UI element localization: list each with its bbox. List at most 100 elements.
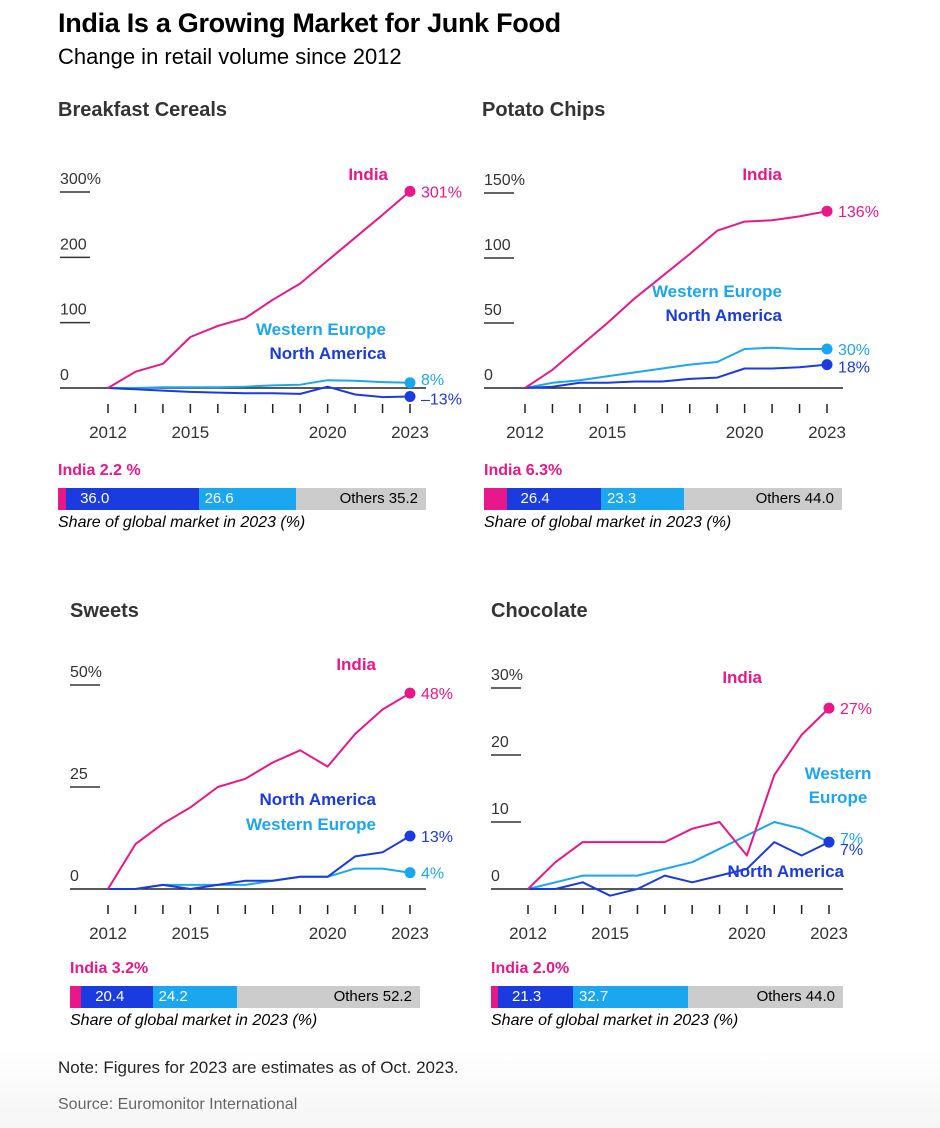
breakfast-cereals-share-india — [58, 488, 67, 510]
note: Note: Figures for 2023 are estimates as … — [58, 1058, 459, 1077]
potato-chips-share-caption: Share of global market in 2023 (%) — [484, 514, 732, 531]
chocolate-title: Chocolate — [491, 600, 588, 622]
potato-chips-x-tick-label: 2020 — [726, 423, 764, 442]
page-title: India Is a Growing Market for Junk Food — [58, 8, 561, 38]
breakfast-cereals-y-tick-label: 200 — [60, 236, 87, 253]
potato-chips-share-north-america: 26.4 — [506, 488, 602, 510]
sweets-y-tick-label: 50% — [70, 664, 102, 681]
page-subtitle: Change in retail volume since 2012 — [58, 44, 402, 69]
sweets-share-bar: 20.4 24.2 Others 52.2 — [70, 986, 420, 1008]
breakfast-cereals-share-western-europe: 26.6 — [198, 488, 297, 510]
breakfast-cereals-share-north-america: 36.0 — [66, 488, 199, 510]
potato-chips-chart: 0 50 100 150% 2012 2015 2020 2023 30%18% 136% Indi… — [484, 165, 879, 442]
potato-chips-y-tick-label: 100 — [484, 237, 511, 254]
chocolate-share-others: Others 44.0 — [688, 986, 843, 1008]
breakfast-cereals-y-tick-label: 300% — [60, 171, 101, 188]
potato-chips-india-line — [524, 210, 828, 389]
chocolate-y-tick-label: 10 — [491, 801, 509, 818]
breakfast-cereals-y-tick-label: 0 — [60, 367, 69, 384]
chocolate-x-tick-label: 2020 — [728, 924, 766, 943]
potato-chips-y-tick-label: 0 — [484, 367, 493, 384]
sweets-chart: 0 25 50% 2012 2015 2020 2023 4% 13% 48% India North… — [70, 655, 453, 943]
potato-chips-y-tick-label: 150% — [484, 172, 525, 189]
sweets-north-america-end-point — [404, 830, 416, 842]
chocolate-x-tick-label: 2015 — [591, 924, 629, 943]
sweets-share-north-america: 20.4 — [81, 986, 153, 1008]
breakfast-cereals-y-tick-label: 100 — [60, 302, 87, 319]
breakfast-cereals-india-share-label: India 2.2 % — [58, 462, 141, 479]
breakfast-cereals-western-europe-end-point — [404, 377, 416, 389]
potato-chips-x-tick-label: 2023 — [808, 423, 846, 442]
chocolate-share-india — [491, 986, 499, 1008]
chocolate-western-europe-line — [527, 821, 830, 890]
chocolate-north-america-line — [528, 841, 830, 897]
chocolate-western-europe-series-label: Western — [805, 764, 872, 783]
potato-chips-y-tick-label: 50 — [484, 302, 502, 319]
breakfast-cereals-india-end-point — [404, 185, 416, 197]
breakfast-cereals-india-line — [107, 190, 411, 389]
breakfast-cereals-india-series-label: India — [348, 165, 388, 184]
sweets-share-caption: Share of global market in 2023 (%) — [70, 1012, 318, 1029]
sweets-india-line — [107, 692, 411, 890]
breakfast-cereals-title: Breakfast Cereals — [58, 99, 227, 121]
chocolate-share-bar: 21.3 32.7 Others 44.0 — [491, 986, 843, 1008]
sweets-western-europe-end-label: 4% — [421, 866, 444, 883]
sweets-x-tick-label: 2020 — [309, 924, 347, 943]
chocolate-y-tick-label: 30% — [491, 667, 523, 684]
potato-chips-share-india — [484, 488, 507, 510]
sweets-share-india — [70, 986, 82, 1008]
source: Source: Euromonitor International — [58, 1096, 298, 1113]
potato-chips-india-end-label: 136% — [838, 204, 879, 221]
breakfast-cereals-share-caption: Share of global market in 2023 (%) — [58, 514, 306, 531]
potato-chips-title: Potato Chips — [482, 99, 606, 121]
chocolate-north-america-series-label: North America — [727, 862, 844, 881]
chocolate-x-tick-label: 2012 — [509, 924, 547, 943]
chocolate-chart: 0 10 20 30% 2012 2015 2020 2023 7%7% 27% India West… — [491, 667, 872, 943]
sweets-india-series-label: India — [336, 655, 376, 674]
chocolate-share-western-europe: 32.7 — [573, 986, 689, 1008]
sweets-x-tick-label: 2012 — [89, 924, 127, 943]
potato-chips-western-europe-end-label: 30% — [838, 342, 870, 359]
potato-chips-north-america-end-point — [821, 359, 833, 371]
breakfast-cereals-north-america-end-point — [404, 390, 416, 402]
chocolate-western-europe-series-label: Europe — [809, 788, 868, 807]
potato-chips-india-share-label: India 6.3% — [484, 462, 563, 479]
potato-chips-western-europe-series-label: Western Europe — [652, 282, 782, 301]
breakfast-cereals-share-bar: 36.0 26.6 Others 35.2 — [58, 488, 426, 510]
breakfast-cereals-share-others: Others 35.2 — [296, 488, 426, 510]
potato-chips-x-tick-label: 2015 — [588, 423, 626, 442]
potato-chips-western-europe-line — [524, 346, 827, 389]
chocolate-india-end-label: 27% — [840, 701, 872, 718]
chocolate-share-caption: Share of global market in 2023 (%) — [491, 1012, 739, 1029]
breakfast-cereals-x-tick-label: 2012 — [89, 423, 127, 442]
potato-chips-x-tick-label: 2012 — [506, 423, 544, 442]
breakfast-cereals-north-america-line — [107, 385, 411, 399]
sweets-north-america-line — [108, 835, 411, 890]
breakfast-cereals-chart: 0 100 200 300% 2012 2015 2020 2023 8% –13% 301% Ind… — [60, 165, 462, 442]
chocolate-north-america-end-label: 7% — [840, 842, 863, 859]
chocolate-western-europe-end-label: 7% — [840, 831, 863, 848]
breakfast-cereals-western-europe-end-label: 8% — [421, 372, 444, 389]
chocolate-x-tick-label: 2023 — [810, 924, 848, 943]
potato-chips-western-europe-end-point — [821, 343, 833, 355]
breakfast-cereals-x-tick-label: 2023 — [391, 423, 429, 442]
breakfast-cereals-north-america-end-label: –13% — [421, 391, 462, 408]
chocolate-india-share-label: India 2.0% — [491, 960, 570, 977]
potato-chips-share-western-europe: 23.3 — [601, 488, 685, 510]
sweets-share-others: Others 52.2 — [237, 986, 420, 1008]
breakfast-cereals-india-end-label: 301% — [421, 184, 462, 201]
sweets-y-tick-label: 25 — [70, 766, 88, 783]
breakfast-cereals-x-tick-label: 2015 — [171, 423, 209, 442]
chocolate-share-north-america: 21.3 — [498, 986, 573, 1008]
chocolate-india-series-label: India — [722, 668, 762, 687]
sweets-title: Sweets — [70, 600, 139, 622]
chocolate-india-line — [527, 707, 830, 890]
sweets-north-america-end-label: 13% — [421, 829, 453, 846]
potato-chips-share-bar: 26.4 23.3 Others 44.0 — [484, 488, 842, 510]
breakfast-cereals-western-europe-series-label: Western Europe — [256, 320, 386, 339]
sweets-india-end-label: 48% — [421, 686, 453, 703]
potato-chips-india-end-point — [821, 205, 833, 217]
chocolate-y-tick-label: 20 — [491, 734, 509, 751]
breakfast-cereals-western-europe-line — [108, 379, 411, 389]
